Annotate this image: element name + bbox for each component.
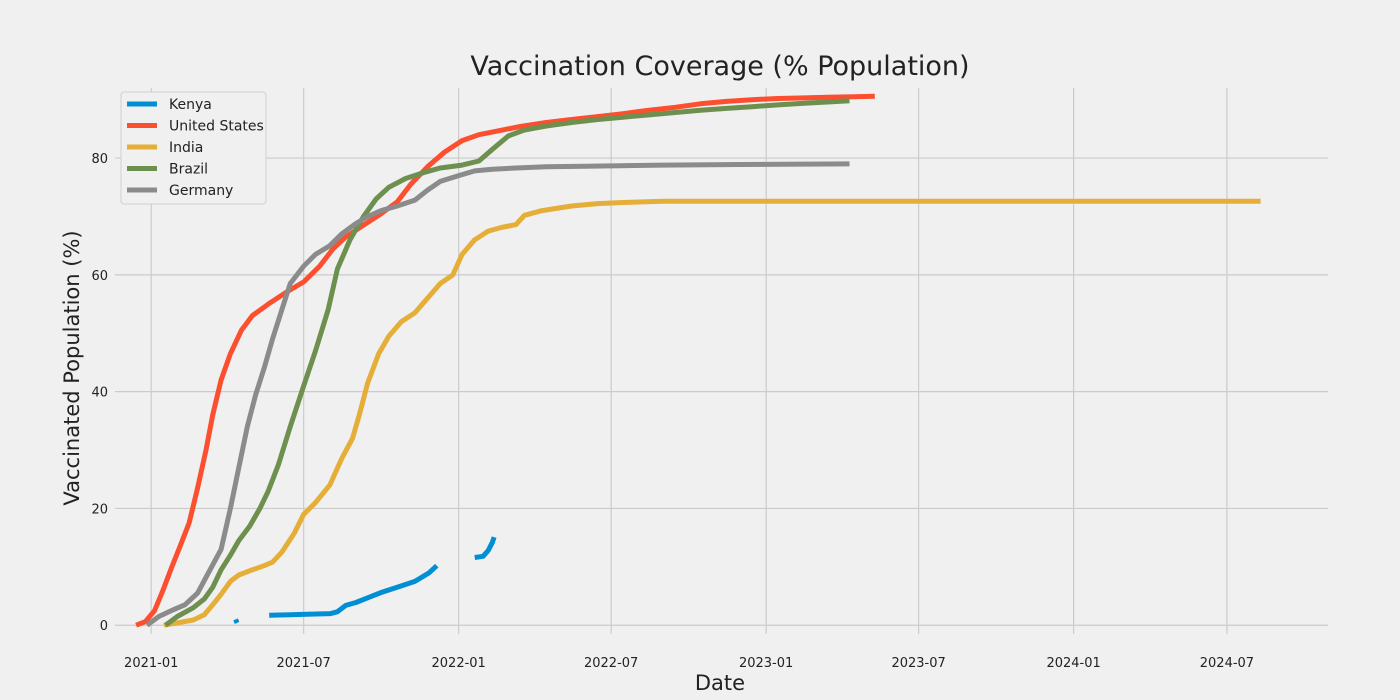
series-line-kenya [474, 536, 497, 560]
legend-label-united-states: United States [169, 119, 264, 135]
x-tick-labels: 2021-01 2021-07 2022-01 2022-07 2023-01 2023-… [124, 656, 1254, 671]
series-line-india [163, 198, 1261, 628]
x-tick-label: 2024-07 [1200, 656, 1254, 671]
legend: Kenya United States India Brazil Germany [120, 91, 267, 205]
y-tick-labels: 0 20 40 60 80 [91, 152, 108, 634]
x-tick-label: 2024-01 [1046, 656, 1100, 671]
y-tick-label: 80 [91, 152, 108, 167]
grid-lines [115, 88, 1328, 634]
y-tick-label: 40 [91, 386, 108, 401]
y-axis-label: Vaccinated Population (%) [60, 230, 84, 505]
x-tick-label: 2023-07 [891, 656, 945, 671]
x-tick-label: 2023-01 [739, 656, 793, 671]
series-line-kenya [269, 563, 439, 618]
legend-box [120, 91, 267, 205]
y-tick-label: 60 [91, 269, 108, 284]
legend-label-germany: Germany [169, 183, 233, 199]
series-line-brazil [164, 98, 850, 628]
y-tick-label: 0 [100, 619, 108, 634]
y-tick-label: 20 [91, 502, 108, 517]
legend-label-brazil: Brazil [169, 162, 208, 178]
series-lines [135, 93, 1261, 628]
series-line-kenya [233, 618, 240, 624]
series-line-germany [145, 161, 850, 628]
legend-label-india: India [169, 140, 203, 156]
legend-label-kenya: Kenya [169, 97, 212, 113]
x-tick-label: 2022-07 [584, 656, 638, 671]
x-tick-label: 2021-07 [277, 656, 331, 671]
x-tick-label: 2022-01 [432, 656, 486, 671]
x-axis-label: Date [695, 671, 745, 695]
x-tick-label: 2021-01 [124, 656, 178, 671]
chart-title: Vaccination Coverage (% Population) [470, 51, 969, 82]
